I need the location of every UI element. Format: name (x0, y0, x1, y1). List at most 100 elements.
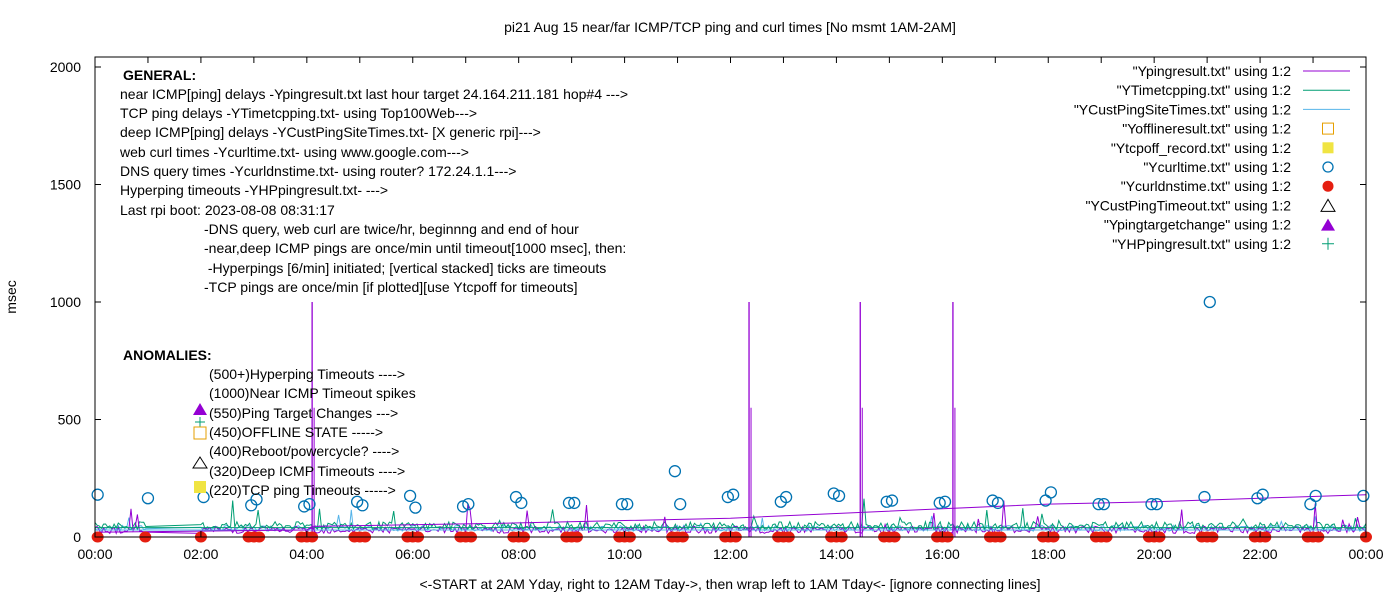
data-layer (91, 295, 1372, 543)
curl-time-point (1309, 489, 1322, 503)
legend-label: "Ycurldnstime.txt" using 1:2 (1121, 178, 1291, 194)
curl-time-point (1145, 497, 1158, 511)
legend-label: "YCustPingTimeout.txt" using 1:2 (1085, 197, 1291, 213)
curl-time-point (668, 465, 682, 478)
series-near-icmp-trend (94, 494, 1367, 533)
curl-time-point (1357, 489, 1370, 503)
x-tick-label: 00:00 (77, 546, 112, 562)
y-tick-label: 1500 (50, 177, 81, 193)
annotation-anomalies: ANOMALIES: (500+)Hyperping Timeouts ----… (123, 347, 416, 498)
legend-marker-plus (1322, 237, 1334, 250)
anomaly-line: (550)Ping Target Changes ---> (209, 405, 398, 421)
curl-time-point (91, 488, 104, 501)
legend-marker-filled-circle (1322, 180, 1334, 192)
curl-time-point (721, 490, 735, 504)
curl-time-point (726, 488, 740, 501)
curl-time-point (880, 495, 893, 508)
curl-time-point (1256, 488, 1269, 501)
x-tick-label: 04:00 (289, 546, 324, 562)
series-tcp-ping-line (94, 498, 1367, 532)
x-axis-label: <-START at 2AM Yday, right to 12AM Tday-… (419, 576, 1040, 592)
anomaly-line: (220)TCP ping Timeouts -----> (209, 482, 396, 498)
y-axis-label: msec (3, 280, 19, 313)
legend-label: "Ycurltime.txt" using 1:2 (1143, 159, 1291, 175)
y-tick-label: 1000 (50, 294, 81, 310)
general-line: deep ICMP[ping] delays -YCustPingSiteTim… (120, 124, 541, 140)
legend-label: "YHPpingresult.txt" using 1:2 (1112, 236, 1291, 252)
anomaly-line: (450)OFFLINE STATE -----> (209, 424, 383, 440)
anomaly-line: (500+)Hyperping Timeouts ----> (209, 366, 405, 382)
curl-time-point (356, 499, 369, 512)
x-tick-label: 14:00 (819, 546, 854, 562)
curl-time-point (1092, 497, 1105, 511)
curl-time-point (779, 490, 793, 504)
general-line: TCP ping delays -YTimetcpping.txt- using… (120, 105, 477, 121)
curl-time-point (303, 497, 316, 511)
y-tick-label: 500 (58, 412, 82, 428)
general-line: Last rpi boot: 2023-08-08 08:31:17 (120, 202, 335, 218)
curl-time-point (250, 493, 263, 506)
legend-label: "YTimetcpping.txt" using 1:2 (1117, 82, 1292, 98)
curl-time-point (827, 487, 840, 500)
tcp-timeout-square-marker-icon (194, 481, 206, 493)
general-line: DNS query times -Ycurldnstime.txt- using… (120, 163, 516, 179)
x-tick-label: 18:00 (1031, 546, 1066, 562)
curl-time-point (462, 497, 475, 511)
curl-time-point (403, 489, 417, 503)
curl-time-point (933, 496, 946, 510)
chart-title: pi21 Aug 15 near/far ICMP/TCP ping and c… (504, 19, 956, 35)
note-line: -DNS query, web curl are twice/hr, begin… (204, 221, 579, 237)
curl-time-point (456, 500, 470, 513)
x-tick-label: 22:00 (1243, 546, 1278, 562)
note-line: -near,deep ICMP pings are once/min until… (204, 240, 626, 256)
legend-marker-open-triangle (1320, 198, 1336, 212)
legend-label: "Ypingresult.txt" using 1:2 (1133, 63, 1292, 79)
curl-time-point (986, 494, 999, 507)
x-tick-label: 10:00 (607, 546, 642, 562)
general-line: web curl times -Ycurltime.txt- using www… (119, 144, 469, 160)
anomaly-line: (400)Reboot/powercycle? ----> (209, 443, 399, 459)
general-heading: GENERAL: (123, 67, 196, 83)
general-line: near ICMP[ping] delays -Ypingresult.txt … (120, 86, 628, 102)
curl-time-point (1203, 295, 1216, 309)
legend-marker-filled-square (1322, 142, 1334, 154)
x-tick-label: 12:00 (713, 546, 748, 562)
legend-label: "Ypingtargetchange" using 1:2 (1104, 217, 1291, 233)
ping-target-change-marker-icon (193, 403, 207, 415)
legend-label: "YCustPingSiteTimes.txt" using 1:2 (1074, 101, 1291, 117)
curl-time-point (515, 496, 528, 510)
curl-time-point (1198, 490, 1211, 504)
offline-square-marker-icon (193, 426, 207, 440)
axis-ticks: 0 500 1000 1500 2000 00:00 02:00 04:00 06:00 08:0… (50, 57, 1384, 562)
annotation-general: GENERAL: near ICMP[ping] delays -Ypingre… (119, 67, 628, 295)
curl-time-point (621, 497, 634, 511)
curl-time-point (1044, 486, 1058, 499)
x-tick-label: 00:00 (1348, 546, 1383, 562)
legend-marker-open-circle (1322, 161, 1334, 173)
curl-time-point (991, 496, 1005, 510)
anomaly-line: (1000)Near ICMP Timeout spikes (209, 385, 416, 401)
x-tick-label: 06:00 (395, 546, 430, 562)
curl-time-point (298, 500, 311, 513)
curl-time-point (568, 496, 581, 510)
y-tick-label: 2000 (50, 59, 81, 75)
anomalies-heading: ANOMALIES: (123, 347, 212, 363)
general-line: Hyperping timeouts -YHPpingresult.txt- -… (120, 182, 388, 198)
deep-icmp-timeout-triangle-icon (192, 456, 208, 469)
x-tick-label: 02:00 (183, 546, 218, 562)
y-tick-label: 0 (73, 529, 81, 545)
x-tick-label: 20:00 (1137, 546, 1172, 562)
note-line: -Hyperpings [6/min] initiated; [vertical… (204, 260, 606, 276)
legend-label: "Yofflineresult.txt" using 1:2 (1122, 121, 1291, 137)
curl-time-point (885, 494, 899, 507)
legend-marker-filled-triangle (1321, 218, 1335, 231)
curl-time-point (674, 497, 687, 511)
curl-time-point (562, 496, 576, 510)
legend: "Ypingresult.txt" using 1:2 "YTimetcpping… (1074, 63, 1350, 252)
curl-time-point (832, 489, 846, 503)
curl-time-point (615, 497, 629, 511)
x-tick-label: 08:00 (501, 546, 536, 562)
curl-time-point (1150, 497, 1163, 511)
